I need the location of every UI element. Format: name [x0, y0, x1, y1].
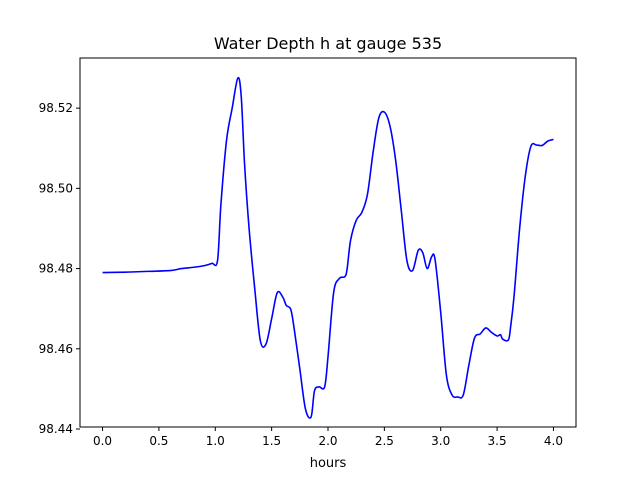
x-tick-label: 0.5 — [149, 434, 168, 448]
y-tick-label: 98.46 — [39, 342, 73, 356]
x-tick-label: 1.5 — [262, 434, 281, 448]
x-axis-ticks: 0.0 0.5 1.0 1.5 2.0 2.5 3.0 3.5 4.0 — [93, 427, 563, 448]
x-axis-label: hours — [310, 456, 347, 471]
plot-area — [80, 58, 576, 427]
chart-title: Water Depth h at gauge 535 — [214, 34, 442, 53]
x-tick-label: 3.5 — [488, 434, 507, 448]
series-layer — [102, 76, 554, 419]
plot-frame — [79, 57, 577, 428]
series-line-0 — [102, 76, 554, 419]
x-tick-label: 2.0 — [318, 434, 337, 448]
x-tick-label: 3.0 — [431, 434, 450, 448]
y-tick-label: 98.50 — [39, 181, 73, 195]
y-axis-ticks: 98.44 98.46 98.48 98.50 98.52 — [39, 101, 80, 436]
y-tick-label: 98.44 — [39, 422, 73, 436]
y-tick-label: 98.48 — [39, 262, 73, 276]
y-tick-label: 98.52 — [39, 101, 73, 115]
x-tick-label: 1.0 — [206, 434, 225, 448]
x-tick-label: 0.0 — [93, 434, 112, 448]
x-tick-label: 4.0 — [544, 434, 563, 448]
x-tick-label: 2.5 — [375, 434, 394, 448]
